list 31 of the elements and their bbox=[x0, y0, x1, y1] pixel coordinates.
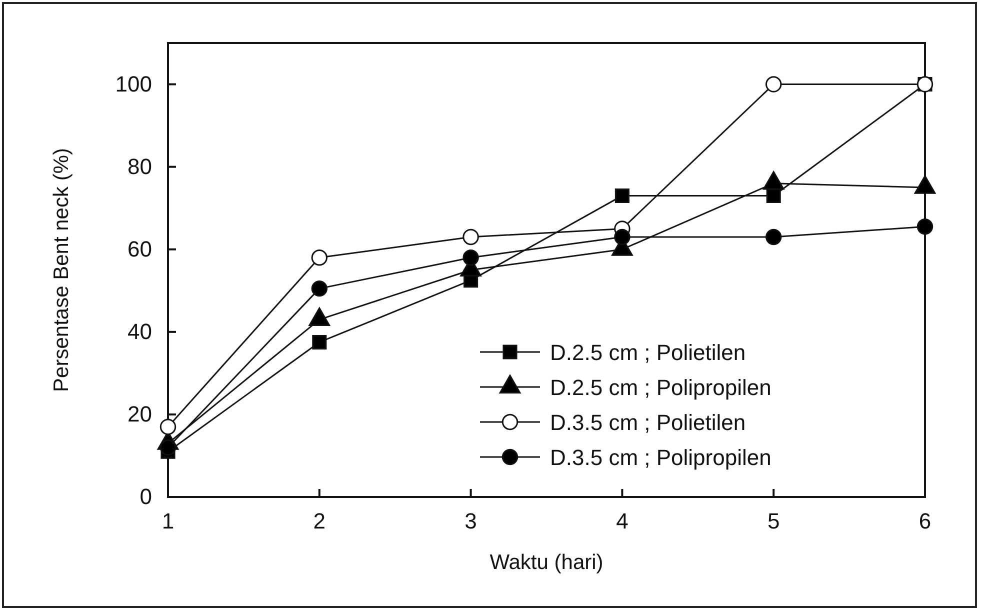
point bbox=[462, 250, 479, 266]
point bbox=[312, 334, 327, 350]
x-tick-label: 6 bbox=[918, 508, 932, 534]
x-axis-title: Waktu (hari) bbox=[490, 551, 604, 574]
point bbox=[462, 228, 479, 246]
point bbox=[614, 228, 630, 246]
y-tick-label: 100 bbox=[115, 71, 152, 96]
y-tick-label: 20 bbox=[128, 401, 152, 426]
x-tick-label: 5 bbox=[767, 508, 780, 534]
x-tick-label: 4 bbox=[616, 508, 628, 534]
legend-label: D.3.5 cm ; Polipropilen bbox=[550, 445, 772, 470]
point bbox=[766, 188, 781, 203]
point bbox=[614, 188, 630, 203]
y-tick-label: 80 bbox=[128, 154, 152, 179]
point bbox=[311, 280, 328, 297]
x-tick-label: 3 bbox=[464, 508, 477, 534]
legend-label: D.2.5 cm ; Polipropilen bbox=[550, 375, 772, 400]
y-tick-label: 0 bbox=[140, 484, 152, 510]
point bbox=[765, 76, 782, 92]
point bbox=[916, 218, 934, 235]
x-tick-label: 2 bbox=[313, 508, 326, 534]
y-tick-label: 60 bbox=[128, 236, 152, 262]
point bbox=[160, 418, 176, 435]
x-tick-label: 1 bbox=[162, 508, 174, 534]
point bbox=[765, 228, 782, 246]
point bbox=[311, 250, 328, 266]
point bbox=[160, 439, 176, 456]
legend-label: D.2.5 cm ; Polietilen bbox=[550, 340, 746, 365]
y-axis-title: Persentase Bent neck (%) bbox=[50, 148, 73, 392]
legend-label: D.3.5 cm ; Polietilen bbox=[550, 410, 746, 435]
y-tick-label: 40 bbox=[128, 318, 152, 344]
